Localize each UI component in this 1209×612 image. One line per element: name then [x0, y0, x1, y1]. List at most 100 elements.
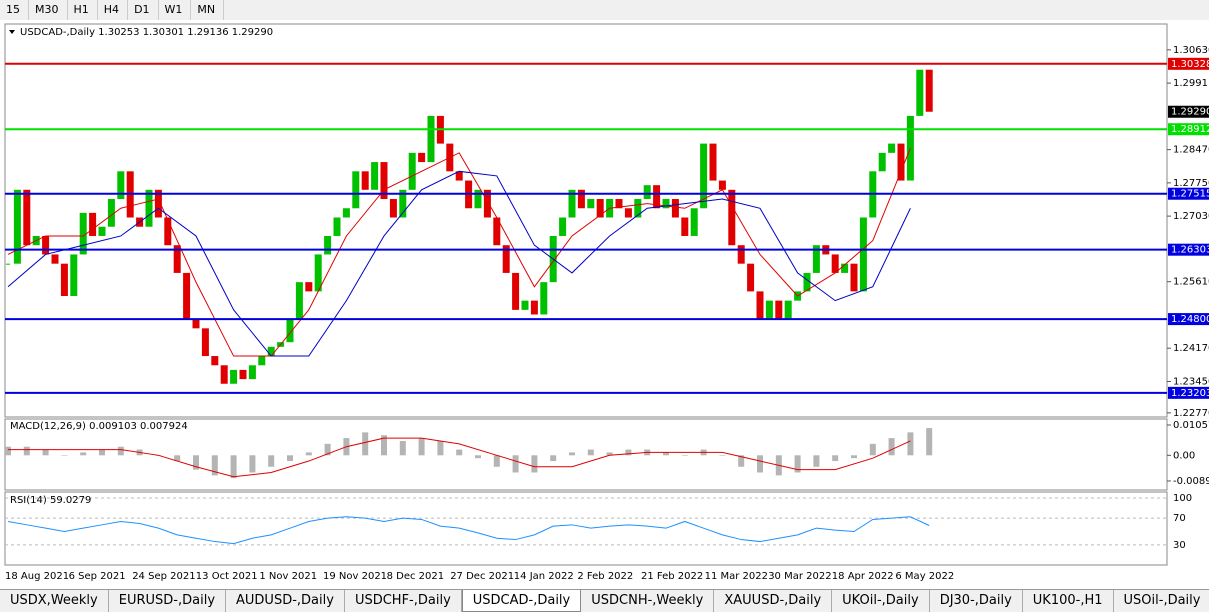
- macd-bar: [287, 455, 293, 462]
- candle: [577, 189, 585, 209]
- y-tick-label: 100: [1173, 493, 1192, 504]
- candle: [841, 263, 849, 273]
- chart-tab[interactable]: USDX,Weekly: [0, 590, 109, 612]
- y-tick-label: 0.010578: [1173, 420, 1209, 431]
- candle: [925, 69, 933, 112]
- candle: [747, 263, 755, 292]
- level-label-box: [1168, 243, 1209, 256]
- chart-tab[interactable]: USDCHF-,Daily: [345, 590, 462, 612]
- chart-tab[interactable]: UK100-,H1: [1023, 590, 1114, 612]
- macd-bar: [869, 443, 876, 456]
- x-tick-label: 14 Jan 2022: [514, 571, 574, 582]
- candle: [700, 143, 708, 209]
- candle: [775, 300, 783, 320]
- y-tick-label: 1.2991: [1173, 78, 1208, 89]
- y-tick-label: 1.24170: [1173, 343, 1209, 354]
- macd-bar: [475, 455, 481, 459]
- macd-bar: [531, 455, 538, 473]
- timeframe-button[interactable]: W1: [159, 0, 192, 20]
- chart-tab[interactable]: USOil-,Daily: [1114, 590, 1209, 612]
- x-tick-label: 18 Aug 2021: [5, 571, 69, 582]
- candle: [324, 235, 332, 255]
- macd-bar: [550, 455, 557, 462]
- x-tick-label: 2 Feb 2022: [577, 571, 633, 582]
- timeframe-button[interactable]: M30: [29, 0, 68, 20]
- candle: [6, 263, 10, 265]
- candle: [643, 185, 651, 200]
- chart-tab[interactable]: DJ30-,Daily: [930, 590, 1023, 612]
- macd-bar: [456, 449, 463, 456]
- macd-bar: [381, 435, 387, 456]
- y-tick-label: -0.00896: [1173, 476, 1209, 487]
- candle: [624, 208, 632, 218]
- macd-bar: [512, 455, 519, 473]
- candle: [521, 300, 529, 310]
- candle: [483, 189, 491, 218]
- x-tick-label: 21 Feb 2022: [641, 571, 703, 582]
- macd-bar: [926, 428, 933, 456]
- timeframe-button[interactable]: H4: [98, 0, 129, 20]
- candle: [98, 226, 106, 236]
- x-tick-label: 6 Sep 2021: [69, 571, 126, 582]
- macd-bar: [663, 452, 669, 456]
- candle: [671, 199, 679, 218]
- candle: [42, 235, 50, 255]
- candle: [765, 300, 773, 320]
- candle: [728, 189, 736, 246]
- x-tick-label: 30 Mar 2022: [768, 571, 831, 582]
- candle: [371, 162, 379, 190]
- candle: [897, 143, 905, 181]
- panel-title: RSI(14) 59.0279: [10, 495, 91, 506]
- candle: [342, 208, 350, 218]
- macd-bar: [681, 455, 688, 456]
- chart-tab[interactable]: AUDUSD-,Daily: [226, 590, 345, 612]
- y-tick-label: 70: [1173, 513, 1186, 524]
- macd-bar: [757, 455, 763, 473]
- candle: [173, 245, 181, 273]
- candle: [653, 185, 661, 209]
- macd-bar: [907, 432, 914, 456]
- level-label: 1.23203: [1171, 388, 1209, 399]
- candle: [389, 199, 397, 218]
- macd-bar: [851, 455, 857, 459]
- chart-tab[interactable]: XAUUSD-,Daily: [714, 590, 833, 612]
- macd-bar: [888, 438, 895, 456]
- chart-tab[interactable]: USDCNH-,Weekly: [581, 590, 715, 612]
- moving-average: [7, 148, 911, 357]
- candle: [850, 263, 858, 292]
- header-arrow: [9, 30, 15, 34]
- level-label: 1.26303: [1171, 245, 1209, 256]
- level-label-box: [1168, 187, 1209, 200]
- macd-bar: [174, 455, 181, 462]
- macd-bar: [99, 449, 105, 456]
- candle: [634, 199, 642, 218]
- timeframe-button[interactable]: D1: [128, 0, 159, 20]
- candle: [145, 189, 153, 227]
- macd-bar: [418, 438, 425, 456]
- toolbar: 15 M30 H1 H4 D1 W1 MN: [0, 0, 1209, 20]
- y-tick-label: 1.23450: [1173, 376, 1209, 387]
- candle: [23, 189, 31, 246]
- timeframe-button[interactable]: H1: [68, 0, 98, 20]
- candle: [352, 171, 360, 209]
- chart-tab[interactable]: UKOil-,Daily: [832, 590, 930, 612]
- candle: [859, 217, 867, 292]
- macd-bar: [5, 446, 11, 456]
- x-tick-label: 1 Nov 2021: [259, 571, 317, 582]
- timeframe-button[interactable]: MN: [191, 0, 225, 20]
- candle: [154, 189, 162, 218]
- macd-bar: [249, 455, 256, 473]
- chart-tab[interactable]: USDCAD-,Daily: [461, 590, 582, 612]
- candle: [60, 263, 68, 297]
- x-tick-label: 27 Dec 2021: [450, 571, 514, 582]
- candle: [211, 356, 219, 366]
- candle: [559, 217, 567, 236]
- macd-bar: [493, 455, 500, 467]
- chart-tab[interactable]: EURUSD-,Daily: [109, 590, 227, 612]
- macd-bar: [437, 440, 444, 456]
- y-tick-label: 1.27030: [1173, 211, 1209, 222]
- level-label: 1.27515: [1171, 189, 1209, 200]
- macd-bar: [399, 440, 406, 456]
- timeframe-button[interactable]: 15: [0, 0, 29, 20]
